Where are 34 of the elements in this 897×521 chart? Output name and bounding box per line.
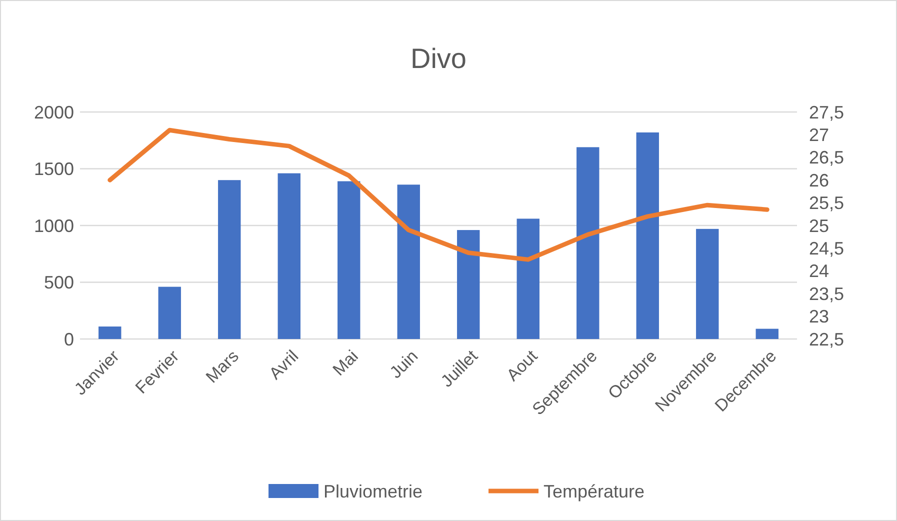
bar <box>516 218 540 339</box>
y2-tick-label: 23 <box>809 306 830 327</box>
bar <box>696 228 719 339</box>
bar <box>98 326 122 339</box>
bar <box>756 328 778 339</box>
y-tick-label: 500 <box>44 272 74 293</box>
legend-label: Pluviometrie <box>324 481 423 502</box>
bar <box>338 181 360 339</box>
bar <box>278 173 300 339</box>
bar <box>576 147 600 339</box>
y-tick-label: 0 <box>64 329 74 350</box>
y-tick-label: 1500 <box>34 159 74 180</box>
legend-label: Température <box>544 481 645 502</box>
x-tick-label: Juin <box>386 346 422 382</box>
x-tick-label: Mai <box>329 346 362 380</box>
bar <box>218 180 241 339</box>
y2-tick-label: 25,5 <box>809 193 844 214</box>
y2-tick-label: 27 <box>809 125 830 145</box>
y2-tick-label: 23,5 <box>809 284 844 304</box>
y2-tick-label: 27,5 <box>809 102 844 122</box>
line-series <box>108 128 770 262</box>
bar <box>158 286 181 339</box>
chart-title: Divo <box>410 43 467 74</box>
y2-tick-label: 24,5 <box>809 238 844 258</box>
y2-tick-label: 22,5 <box>809 329 844 350</box>
bar <box>457 230 480 339</box>
y2-tick-label: 26 <box>809 170 830 190</box>
y2-tick-label: 26,5 <box>809 148 844 168</box>
y2-tick-label: 24 <box>809 261 830 282</box>
y-tick-label: 2000 <box>34 102 74 122</box>
bar <box>397 184 420 339</box>
y2-tick-label: 25 <box>809 216 830 236</box>
y-tick-label: 1000 <box>34 216 74 236</box>
bar <box>636 132 659 339</box>
